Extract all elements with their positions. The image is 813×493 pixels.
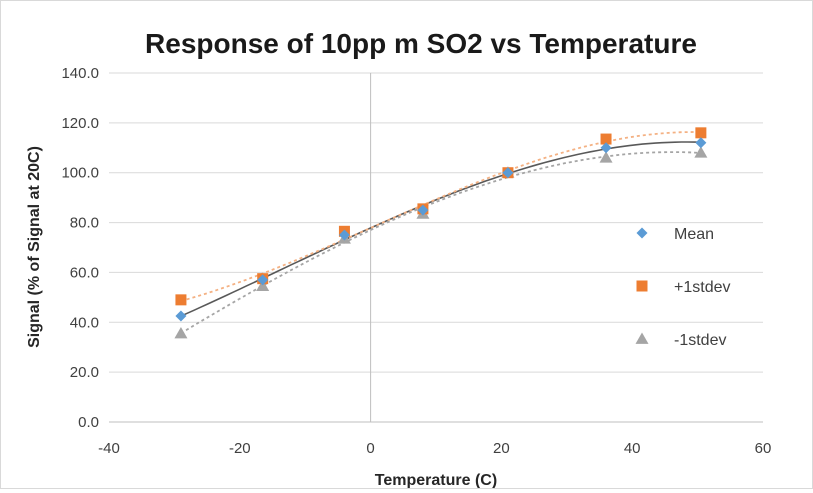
- x-tick-label: -20: [229, 440, 251, 457]
- y-tick-label: 40.0: [70, 314, 99, 331]
- trendline-+1stdev: [180, 131, 701, 302]
- y-tick-label: 120.0: [61, 115, 99, 132]
- trendlines: [180, 131, 701, 335]
- axes: 0.0 20.0 40.0 60.0 80.0 100.0 120.0 140.0 -40 -20…: [61, 65, 771, 457]
- y-tick-label: 60.0: [70, 264, 99, 281]
- y-tick-label: 20.0: [70, 364, 99, 381]
- x-axis-title: Temperature (C): [375, 472, 497, 488]
- data-point-Mean: [417, 204, 429, 216]
- y-axis-title: Signal (% of Signal at 20C): [26, 146, 43, 348]
- data-point--1stdev: [174, 327, 188, 339]
- x-tick-label: 60: [755, 440, 772, 457]
- data-point-Mean: [600, 142, 612, 154]
- y-tick-label: 80.0: [70, 215, 99, 232]
- data-point-Mean: [257, 274, 269, 286]
- x-tick-label: 40: [624, 440, 641, 457]
- legend-marker-Mean: [636, 227, 648, 239]
- legend: Mean +1stdev -1stdev: [635, 226, 730, 349]
- data-point-+1stdev: [695, 127, 707, 139]
- legend-marker-+1stdev: [636, 280, 648, 292]
- x-tick-label: 20: [493, 440, 510, 457]
- y-tick-label: 100.0: [61, 165, 99, 182]
- data-point-+1stdev: [600, 133, 612, 145]
- chart-title: Response of 10pp m SO2 vs Temperature: [145, 28, 697, 59]
- gridlines: [109, 72, 763, 423]
- data-point-+1stdev: [175, 294, 187, 306]
- data-point-Mean: [695, 137, 707, 149]
- legend-marker--1stdev: [635, 332, 649, 344]
- data-points: [174, 127, 708, 339]
- data-point-Mean: [502, 167, 514, 179]
- data-point-Mean: [338, 229, 350, 241]
- data-point-Mean: [175, 310, 187, 322]
- x-tick-label: 0: [366, 440, 374, 457]
- legend-label: Mean: [674, 226, 714, 243]
- trendline--1stdev: [180, 151, 701, 335]
- x-tick-label: -40: [98, 440, 120, 457]
- data-point--1stdev: [694, 146, 708, 158]
- legend-label: -1stdev: [674, 332, 726, 349]
- legend-label: +1stdev: [674, 279, 730, 296]
- y-tick-label: 140.0: [61, 65, 99, 82]
- y-tick-label: 0.0: [78, 414, 99, 431]
- data-point--1stdev: [599, 151, 613, 163]
